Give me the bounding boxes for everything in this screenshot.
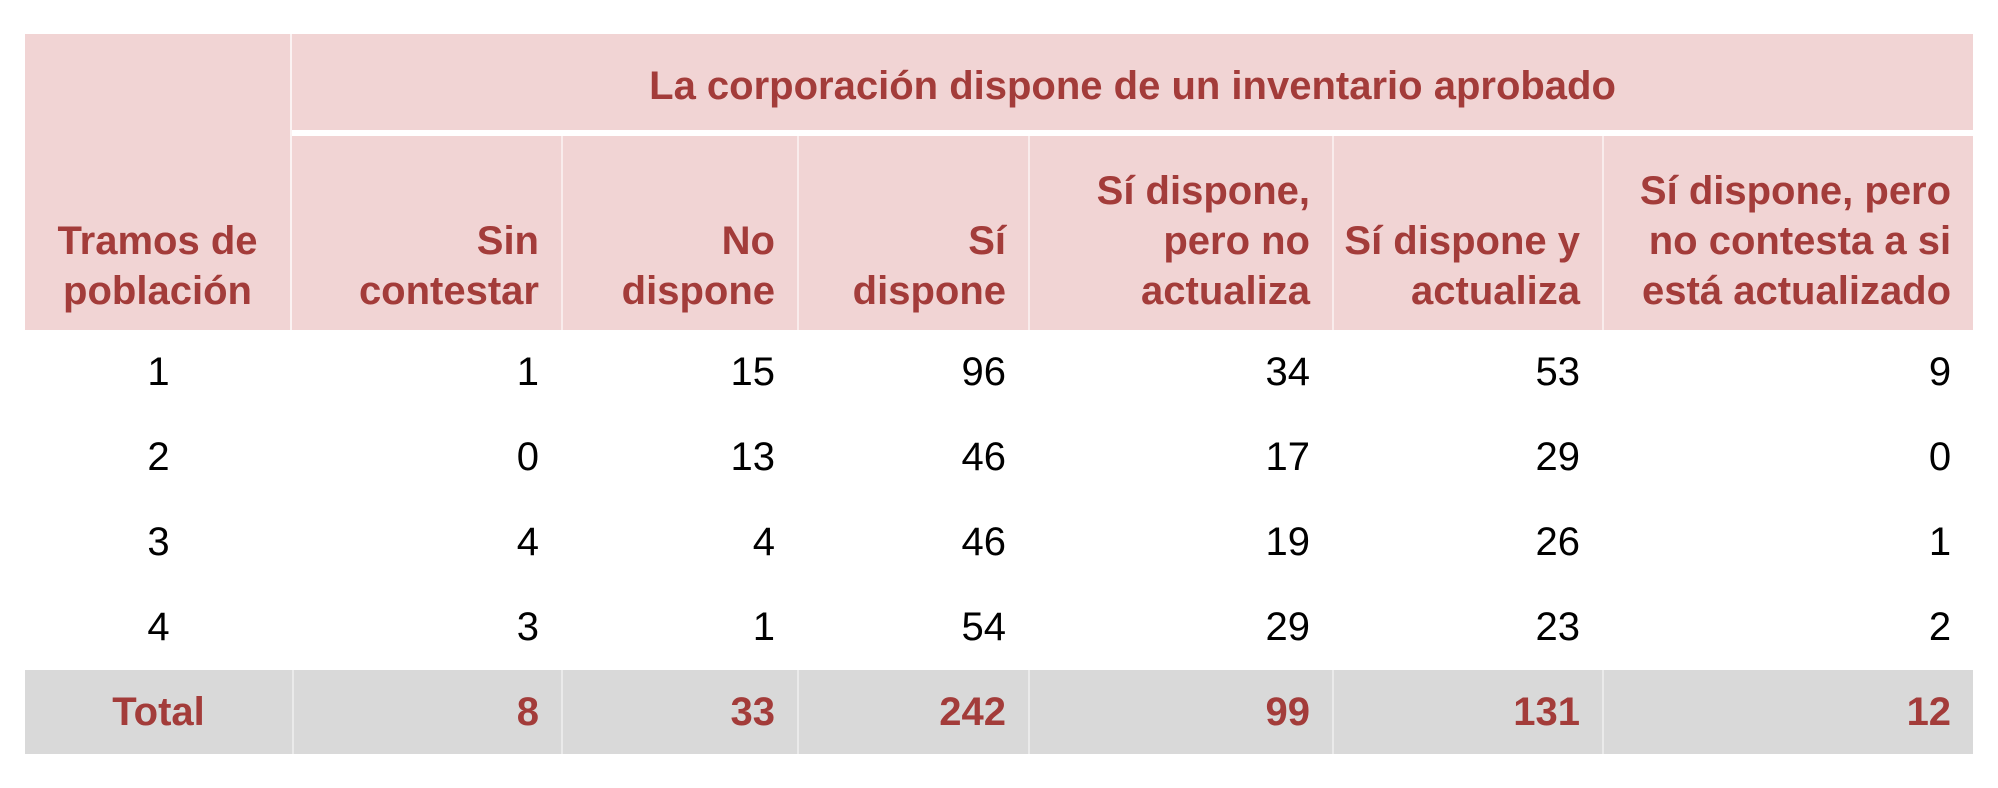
total-value-cell: 33 bbox=[561, 670, 797, 754]
value-cell: 54 bbox=[797, 585, 1028, 670]
column-header-sin-contestar: Sin contestar bbox=[292, 136, 561, 330]
value-cell: 46 bbox=[797, 500, 1028, 585]
total-value-cell: 8 bbox=[292, 670, 561, 754]
value-cell: 46 bbox=[797, 415, 1028, 500]
value-cell: 26 bbox=[1332, 500, 1602, 585]
row-label-cell: 2 bbox=[25, 415, 292, 500]
table-row: 4 3 1 54 29 23 2 bbox=[25, 585, 1974, 670]
total-value-cell: 242 bbox=[797, 670, 1028, 754]
value-cell: 17 bbox=[1028, 415, 1332, 500]
total-value-cell: 131 bbox=[1332, 670, 1602, 754]
value-cell: 19 bbox=[1028, 500, 1332, 585]
value-cell: 23 bbox=[1332, 585, 1602, 670]
value-cell: 1 bbox=[1602, 500, 1974, 585]
table-total-row: Total 8 33 242 99 131 12 bbox=[25, 670, 1974, 754]
row-label-cell: 1 bbox=[25, 330, 292, 415]
value-cell: 13 bbox=[561, 415, 797, 500]
column-header-si-dispone-actualiza: Sí dispone y actualiza bbox=[1332, 136, 1602, 330]
column-header-si-dispone: Sí dispone bbox=[797, 136, 1028, 330]
table-row: 1 1 15 96 34 53 9 bbox=[25, 330, 1974, 415]
value-cell: 29 bbox=[1332, 415, 1602, 500]
column-header-no-dispone: No dispone bbox=[561, 136, 797, 330]
total-label-cell: Total bbox=[25, 670, 292, 754]
row-label-cell: 4 bbox=[25, 585, 292, 670]
column-header-si-dispone-no-contesta: Sí dispone, pero no contesta a si está act… bbox=[1602, 136, 1974, 330]
column-header-row: Sin contestar No dispone Sí dispone Sí disp… bbox=[25, 136, 1974, 330]
table-row: 3 4 4 46 19 26 1 bbox=[25, 500, 1974, 585]
value-cell: 96 bbox=[797, 330, 1028, 415]
value-cell: 4 bbox=[292, 500, 561, 585]
column-header-si-dispone-no-actualiza: Sí dispone, pero no actualiza bbox=[1028, 136, 1332, 330]
value-cell: 2 bbox=[1602, 585, 1974, 670]
table-title-header: La corporación dispone de un inventario … bbox=[292, 34, 1974, 136]
value-cell: 1 bbox=[292, 330, 561, 415]
value-cell: 34 bbox=[1028, 330, 1332, 415]
value-cell: 3 bbox=[292, 585, 561, 670]
value-cell: 15 bbox=[561, 330, 797, 415]
table-row: 2 0 13 46 17 29 0 bbox=[25, 415, 1974, 500]
row-label-cell: 3 bbox=[25, 500, 292, 585]
span-header-row: Tramos de población La corporación dispon… bbox=[25, 34, 1974, 330]
value-cell: 0 bbox=[292, 415, 561, 500]
matrix-table: Tramos de población La corporación dispon… bbox=[25, 34, 1974, 754]
value-cell: 9 bbox=[1602, 330, 1974, 415]
value-cell: 0 bbox=[1602, 415, 1974, 500]
row-dimension-header: Tramos de población bbox=[25, 34, 292, 330]
value-cell: 53 bbox=[1332, 330, 1602, 415]
value-cell: 29 bbox=[1028, 585, 1332, 670]
total-value-cell: 99 bbox=[1028, 670, 1332, 754]
value-cell: 1 bbox=[561, 585, 797, 670]
value-cell: 4 bbox=[561, 500, 797, 585]
total-value-cell: 12 bbox=[1602, 670, 1974, 754]
